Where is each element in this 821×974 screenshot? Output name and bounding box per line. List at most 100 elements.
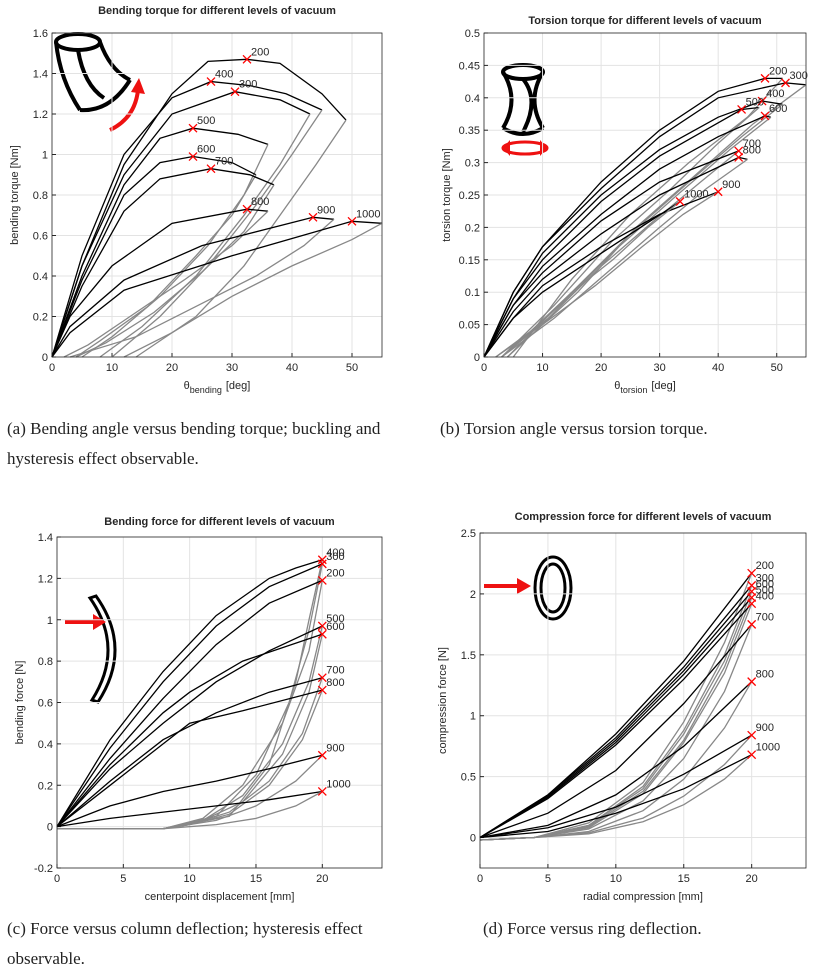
x-axis-label: θtorsion [deg]: [614, 380, 676, 395]
y-tick-label: 0.05: [459, 320, 480, 332]
x-tick-label: 20: [746, 873, 758, 885]
marker-label: 200: [251, 46, 269, 58]
curve: [479, 584, 753, 839]
curve: [75, 184, 275, 358]
marker: [317, 555, 327, 565]
marker-label: 900: [317, 204, 335, 216]
x-tick-label: 40: [286, 362, 298, 374]
y-tick-label: 0: [474, 352, 480, 364]
y-tick-label: 1.4: [33, 69, 48, 81]
y-tick-label: 2: [470, 589, 476, 601]
y-tick-label: 0.6: [33, 231, 48, 243]
marker: [317, 559, 327, 569]
y-tick-label: 1.2: [33, 109, 48, 121]
x-tick-label: 50: [771, 362, 783, 374]
marker-label: 500: [197, 115, 215, 127]
curve: [512, 77, 784, 358]
marker-label: 500: [326, 613, 344, 625]
curve: [479, 623, 753, 839]
y-tick-label: 0.2: [465, 222, 480, 234]
y-tick-label: 0.4: [33, 271, 48, 283]
x-tick-label: 40: [712, 362, 724, 374]
y-axis-label: bending torque [Nm]: [9, 145, 21, 245]
y-axis-label: compression force [N]: [437, 647, 449, 754]
curve: [69, 218, 335, 358]
y-tick-label: 0.5: [461, 772, 476, 784]
y-tick-label: 0.4: [465, 93, 480, 105]
y-tick-label: 1: [47, 615, 53, 627]
marker: [747, 619, 757, 629]
marker-label: 300: [790, 70, 808, 82]
marker: [242, 54, 252, 64]
x-tick-label: 10: [184, 873, 196, 885]
curve: [51, 216, 335, 358]
x-tick-label: 50: [346, 362, 358, 374]
caption: (a) Bending angle versus bending torque;…: [7, 419, 381, 468]
marker-label: 500: [746, 96, 764, 108]
y-axis-label: bending force [N]: [14, 661, 26, 745]
marker: [317, 685, 327, 695]
icon-twisted-cylinder: [501, 63, 545, 136]
marker-label: 300: [756, 572, 774, 584]
x-tick-label: 10: [610, 873, 622, 885]
chart-title: Bending force for different levels of va…: [104, 516, 335, 528]
icon-ring-inner: [539, 562, 567, 614]
x-tick-label: 15: [250, 873, 262, 885]
curve: [51, 80, 323, 358]
x-axis-label-sub: bending: [190, 385, 222, 395]
y-axis-label: torsion torque [Nm]: [441, 148, 453, 242]
icon-column: [87, 594, 117, 704]
x-tick-label: 0: [477, 873, 483, 885]
x-axis-label-unit: [deg]: [226, 380, 250, 392]
curve: [56, 754, 323, 828]
marker: [747, 677, 757, 687]
marker: [747, 599, 757, 609]
marker: [317, 750, 327, 760]
y-tick-label: 0.25: [459, 190, 480, 202]
y-tick-label: 0: [47, 822, 53, 834]
y-tick-label: 0: [470, 833, 476, 845]
marker: [188, 123, 198, 133]
curve: [479, 754, 752, 839]
y-tick-label: 1.4: [38, 532, 53, 544]
x-axis-label: centerpoint displacement [mm]: [145, 891, 295, 903]
marker-label: 200: [769, 65, 787, 77]
curve: [483, 100, 783, 358]
axes-box: [51, 32, 383, 358]
y-tick-label: 1: [470, 711, 476, 723]
marker: [760, 73, 770, 83]
curve: [495, 200, 681, 358]
icon-red-arrowhead: [131, 78, 145, 94]
y-tick-label: 0.8: [38, 656, 53, 668]
marker: [713, 187, 723, 197]
curve: [56, 633, 323, 828]
marker: [206, 164, 216, 174]
curve: [56, 579, 323, 827]
y-tick-label: 0.45: [459, 60, 480, 72]
marker: [737, 105, 747, 114]
marker: [230, 87, 240, 97]
chart-title: Torsion torque for different levels of v…: [528, 15, 761, 27]
curve: [51, 58, 347, 358]
curve: [479, 591, 753, 839]
x-tick-label: 20: [316, 873, 328, 885]
icon-red-arrow: [109, 89, 140, 132]
curve: [56, 559, 323, 827]
marker: [760, 111, 770, 121]
curve: [63, 210, 269, 358]
curve: [495, 191, 719, 358]
y-tick-label: 0.2: [38, 780, 53, 792]
curve: [75, 174, 257, 358]
x-axis-label-main: centerpoint displacement [mm]: [145, 891, 295, 903]
marker-label: 700: [215, 156, 233, 168]
x-axis-label-main: radial compression [mm]: [583, 891, 703, 903]
marker-label: 1000: [756, 742, 780, 754]
marker-label: 400: [756, 591, 774, 603]
curve: [483, 200, 681, 358]
icon-red-arrowhead: [93, 614, 106, 630]
y-tick-label: -0.2: [34, 863, 53, 875]
x-tick-label: 15: [678, 873, 690, 885]
x-tick-label: 0: [49, 362, 55, 374]
marker-label: 600: [197, 144, 215, 156]
